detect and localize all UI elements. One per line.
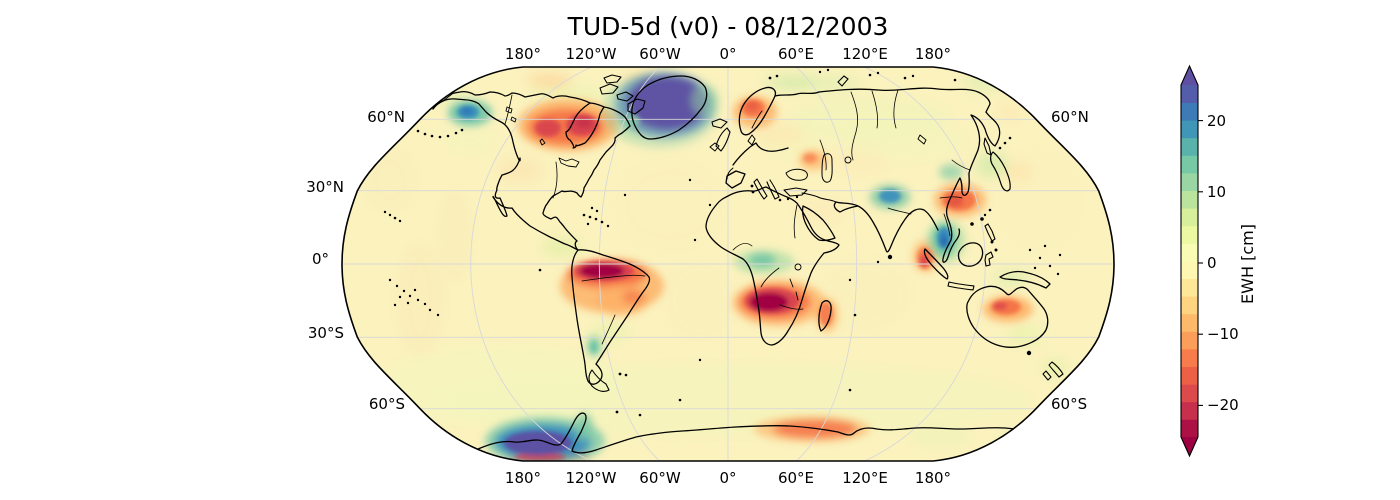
cbar-tick-10: 10: [1207, 183, 1227, 201]
colorbar-segment: [1181, 349, 1198, 367]
island-dots: [383, 68, 1062, 417]
left-tick-30s: 30°S: [307, 324, 344, 342]
bottom-tick-60e: 60°E: [777, 469, 815, 487]
map-boundary: [341, 66, 1115, 462]
colorbar-segment: [1181, 261, 1198, 279]
top-tick-60e: 60°E: [777, 45, 815, 63]
cbar-tick-0: 0: [1207, 254, 1217, 272]
colorbar-segment: [1181, 208, 1198, 227]
colorbar-segment: [1181, 173, 1198, 191]
right-tick-60n: 60°N: [1051, 108, 1089, 126]
bottom-tick-60w: 60°W: [639, 469, 681, 487]
colorbar-outline: [1180, 64, 1199, 458]
top-tick-180w: 180°: [504, 45, 542, 63]
top-tick-180e: 180°: [914, 45, 952, 63]
colorbar-segments: [1181, 85, 1198, 438]
colorbar-over-arrow: [1181, 66, 1198, 85]
colorbar-segment: [1181, 278, 1198, 297]
colorbar-tick-marks: [1198, 120, 1203, 406]
bottom-tick-180e: 180°: [914, 469, 952, 487]
cbar-tick-m20: −20: [1207, 396, 1239, 414]
colorbar-segment: [1181, 120, 1198, 139]
colorbar-segment: [1181, 331, 1198, 350]
colorbar-segment: [1181, 384, 1198, 403]
top-tick-120e: 120°E: [842, 45, 888, 63]
colorbar-segment: [1181, 419, 1198, 438]
left-tick-30n: 30°N: [306, 178, 344, 196]
bottom-tick-120e: 120°E: [842, 469, 888, 487]
left-tick-0: 0°: [311, 250, 329, 268]
cbar-tick-20: 20: [1207, 112, 1227, 130]
left-tick-60n: 60°N: [367, 108, 405, 126]
colorbar-segment: [1181, 313, 1198, 332]
colorbar-axis-label: EWH [cm]: [1237, 224, 1257, 304]
figure-title: TUD-5d (v0) - 08/12/2003: [567, 12, 889, 41]
colorbar-segment: [1181, 243, 1198, 262]
anomaly-tints: [364, 74, 1080, 452]
bottom-tick-120w: 120°W: [565, 469, 617, 487]
top-tick-60w: 60°W: [639, 45, 681, 63]
colorbar-segment: [1181, 190, 1198, 209]
colorbar: [1180, 64, 1203, 458]
colorbar-segment: [1181, 225, 1198, 244]
colorbar-segment: [1181, 155, 1198, 174]
colorbar-segment: [1181, 137, 1198, 156]
left-tick-60s: 60°S: [368, 395, 405, 413]
colorbar-segment: [1181, 366, 1198, 385]
colorbar-segment: [1181, 85, 1198, 103]
colorbar-segment: [1181, 102, 1198, 121]
cbar-tick-m10: −10: [1207, 325, 1239, 343]
bottom-tick-180w: 180°: [504, 469, 542, 487]
top-tick-0: 0°: [719, 45, 737, 63]
colorbar-segment: [1181, 401, 1198, 420]
bottom-tick-0: 0°: [719, 469, 737, 487]
colorbar-under-arrow: [1181, 437, 1198, 456]
top-tick-120w: 120°W: [565, 45, 617, 63]
colorbar-segment: [1181, 296, 1198, 315]
right-tick-60s: 60°S: [1051, 395, 1088, 413]
